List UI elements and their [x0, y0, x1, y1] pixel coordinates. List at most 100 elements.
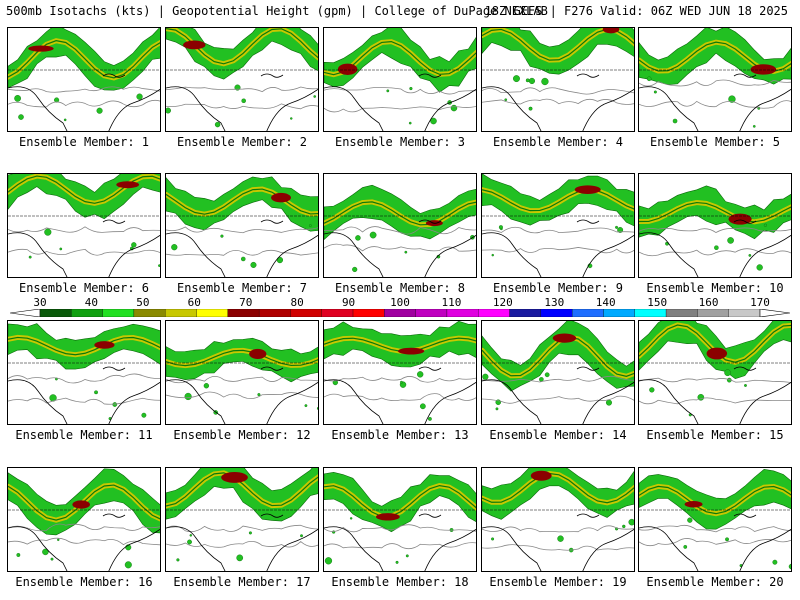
jet-axis: [8, 336, 160, 356]
wind-cell: [528, 77, 536, 85]
ensemble-map-panel: [165, 467, 319, 572]
jet-max: [750, 64, 777, 75]
wind-cell: [724, 369, 731, 377]
height-contour: [166, 391, 318, 400]
panel-caption: Ensemble Member: 7: [176, 281, 308, 295]
wind-cell: [141, 412, 147, 418]
wind-cell: [450, 104, 458, 112]
wind-cell: [525, 78, 530, 83]
colorbar-tick-label: 50: [136, 296, 150, 309]
jet-max: [116, 181, 140, 189]
wind-cell: [352, 266, 358, 273]
jet-stream-band: [8, 323, 160, 370]
height-contour: [8, 373, 160, 384]
jet-stream-band: [482, 468, 634, 520]
coastline: [639, 379, 791, 424]
colorbar: 30 40 50 60 70 80 90 100 110 120 130 140 150 160 170: [10, 297, 790, 319]
coastline: [8, 232, 160, 277]
colorbar-swatch: [39, 309, 72, 317]
wind-cell: [220, 234, 224, 238]
wind-cell: [369, 231, 377, 239]
great-lakes: [576, 366, 600, 371]
colorbar-swatch: [665, 309, 698, 317]
colorbar-swatch: [227, 309, 260, 317]
coastline: [639, 232, 791, 277]
colorbar-swatch: [634, 309, 667, 317]
great-lakes: [418, 73, 442, 78]
wind-cell: [409, 86, 413, 91]
jet-axis: [482, 189, 634, 212]
ensemble-map: [482, 28, 634, 131]
colorbar-tick-label: 40: [84, 296, 99, 309]
jet-max: [28, 45, 54, 52]
coastline: [8, 86, 160, 131]
jet-max: [574, 185, 601, 194]
colorbar-strip: [10, 309, 790, 317]
height-contour: [8, 248, 160, 256]
colorbar-left-arrow: [10, 309, 41, 317]
height-contour: [482, 375, 634, 383]
jet-stream-band: [166, 337, 318, 383]
wind-cell: [404, 250, 408, 254]
ensemble-map-panel: [7, 320, 161, 425]
jet-axis: [482, 472, 634, 504]
wind-cell: [355, 235, 361, 241]
height-contour: [639, 100, 791, 109]
height-contour: [482, 226, 634, 234]
great-lakes: [576, 219, 600, 224]
coastline: [639, 86, 791, 131]
coastline: [324, 526, 476, 571]
ensemble-map-panel: [481, 320, 635, 425]
height-contour: [482, 247, 634, 254]
height-contour: [324, 542, 476, 550]
wind-cell: [395, 560, 399, 564]
wind-cell: [44, 228, 52, 236]
wind-cell: [187, 539, 192, 545]
colorbar-swatch: [102, 309, 135, 317]
great-lakes: [102, 219, 126, 224]
jet-stream-band: [639, 28, 791, 86]
ensemble-map: [482, 321, 634, 424]
wind-cell: [419, 403, 426, 410]
height-contour: [166, 524, 318, 533]
height-contour: [324, 524, 476, 533]
header-title-left: 500mb Isotachs (kts) | Geopotential Heig…: [6, 4, 548, 18]
wind-cell: [617, 227, 624, 233]
jet-max: [271, 192, 291, 203]
ensemble-map: [639, 28, 791, 131]
ensemble-map: [324, 321, 476, 424]
coastline: [166, 232, 318, 277]
jet-axis: [8, 175, 160, 204]
wind-cell: [42, 548, 49, 556]
great-lakes: [733, 219, 757, 224]
jet-max: [706, 347, 728, 360]
jet-max: [684, 500, 703, 508]
ensemble-map-panel: [7, 27, 161, 132]
colorbar-swatch: [509, 309, 542, 317]
wind-cell: [772, 559, 778, 565]
jet-stream-band: [166, 176, 318, 232]
jet-max: [397, 347, 425, 355]
great-lakes: [418, 366, 442, 371]
wind-cell: [788, 563, 791, 570]
height-contour: [166, 226, 318, 234]
wind-cell: [49, 394, 57, 402]
height-contour: [8, 397, 160, 405]
coastline: [482, 86, 634, 131]
panel-caption: Ensemble Member: 14: [489, 428, 627, 442]
ensemble-map: [324, 472, 476, 571]
wind-cell: [349, 517, 353, 520]
wind-cell: [96, 107, 103, 114]
jet-axis: [166, 349, 318, 367]
wind-cell: [605, 399, 612, 406]
ensemble-map-panel: [165, 320, 319, 425]
panel-caption: Ensemble Member: 9: [492, 281, 624, 295]
ensemble-map: [8, 174, 160, 277]
panel-caption: Ensemble Member: 2: [176, 135, 308, 149]
colorbar-tick-label: 130: [544, 296, 565, 309]
ensemble-map: [639, 185, 791, 277]
height-contour: [8, 99, 160, 108]
height-contour: [639, 227, 791, 233]
wind-cell: [557, 535, 564, 542]
ensemble-map-panel: [323, 467, 477, 572]
